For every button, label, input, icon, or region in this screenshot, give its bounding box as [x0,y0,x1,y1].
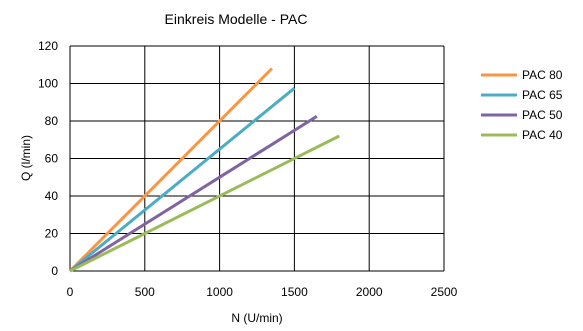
x-tick-label-2: 1000 [206,285,233,299]
y-tick-label-3: 60 [45,152,59,166]
y-tick-label-6: 120 [38,39,58,53]
y-tick-label-5: 100 [38,77,58,91]
x-tick-label-5: 2500 [431,285,458,299]
legend: PAC 80 PAC 65 PAC 50 PAC 40 [481,68,563,142]
x-tick-label-0: 0 [67,285,74,299]
x-tick-label-1: 500 [135,285,155,299]
legend-label-2: PAC 50 [522,108,563,122]
series-line-2 [69,115,318,273]
legend-label-3: PAC 40 [522,128,563,142]
y-tick-label-2: 40 [45,189,59,203]
legend-label-0: PAC 80 [522,68,563,82]
series-line-0 [68,67,274,273]
y-ticks: 0 20 40 60 80 100 120 [38,39,58,278]
y-axis-label: Q (l/min) [19,135,33,181]
series-line-1 [69,87,296,273]
x-axis-label: N (U/min) [231,311,282,325]
legend-label-1: PAC 65 [522,88,563,102]
x-tick-label-4: 2000 [356,285,383,299]
series-lines [68,67,340,273]
y-tick-label-4: 80 [45,114,59,128]
y-tick-label-1: 20 [45,227,59,241]
chart-title: Einkreis Modelle - PAC [165,11,308,27]
y-tick-label-0: 0 [51,264,58,278]
x-ticks: 0 500 1000 1500 2000 2500 [67,285,458,299]
x-tick-label-3: 1500 [281,285,308,299]
series-line-3 [69,134,340,273]
grid [69,45,445,272]
